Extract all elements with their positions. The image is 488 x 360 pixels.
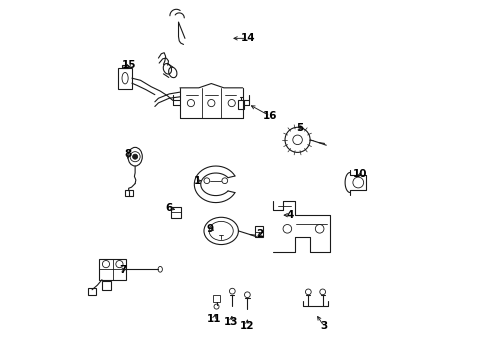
Text: 14: 14 <box>240 33 255 43</box>
Text: 2: 2 <box>255 229 263 239</box>
Text: 15: 15 <box>122 60 136 70</box>
Text: 10: 10 <box>352 169 367 179</box>
Text: 7: 7 <box>120 265 127 275</box>
Circle shape <box>130 152 140 162</box>
Text: 1: 1 <box>193 176 201 186</box>
Text: 11: 11 <box>206 314 221 324</box>
Bar <box>102 282 111 291</box>
Bar <box>88 288 96 295</box>
Text: 9: 9 <box>206 225 214 234</box>
Bar <box>122 65 127 68</box>
Text: 12: 12 <box>240 321 254 331</box>
Bar <box>212 296 220 302</box>
Bar <box>255 226 263 237</box>
Text: 3: 3 <box>320 321 327 331</box>
Bar <box>238 100 244 109</box>
Text: 16: 16 <box>263 111 277 121</box>
Bar <box>118 68 132 89</box>
Text: 6: 6 <box>165 203 172 213</box>
Text: 13: 13 <box>224 318 238 327</box>
Bar <box>99 259 126 280</box>
Bar <box>125 190 133 196</box>
Text: 8: 8 <box>124 149 131 159</box>
Text: 5: 5 <box>296 123 303 133</box>
Circle shape <box>132 154 137 159</box>
Bar <box>171 207 181 218</box>
Text: 4: 4 <box>286 210 293 220</box>
